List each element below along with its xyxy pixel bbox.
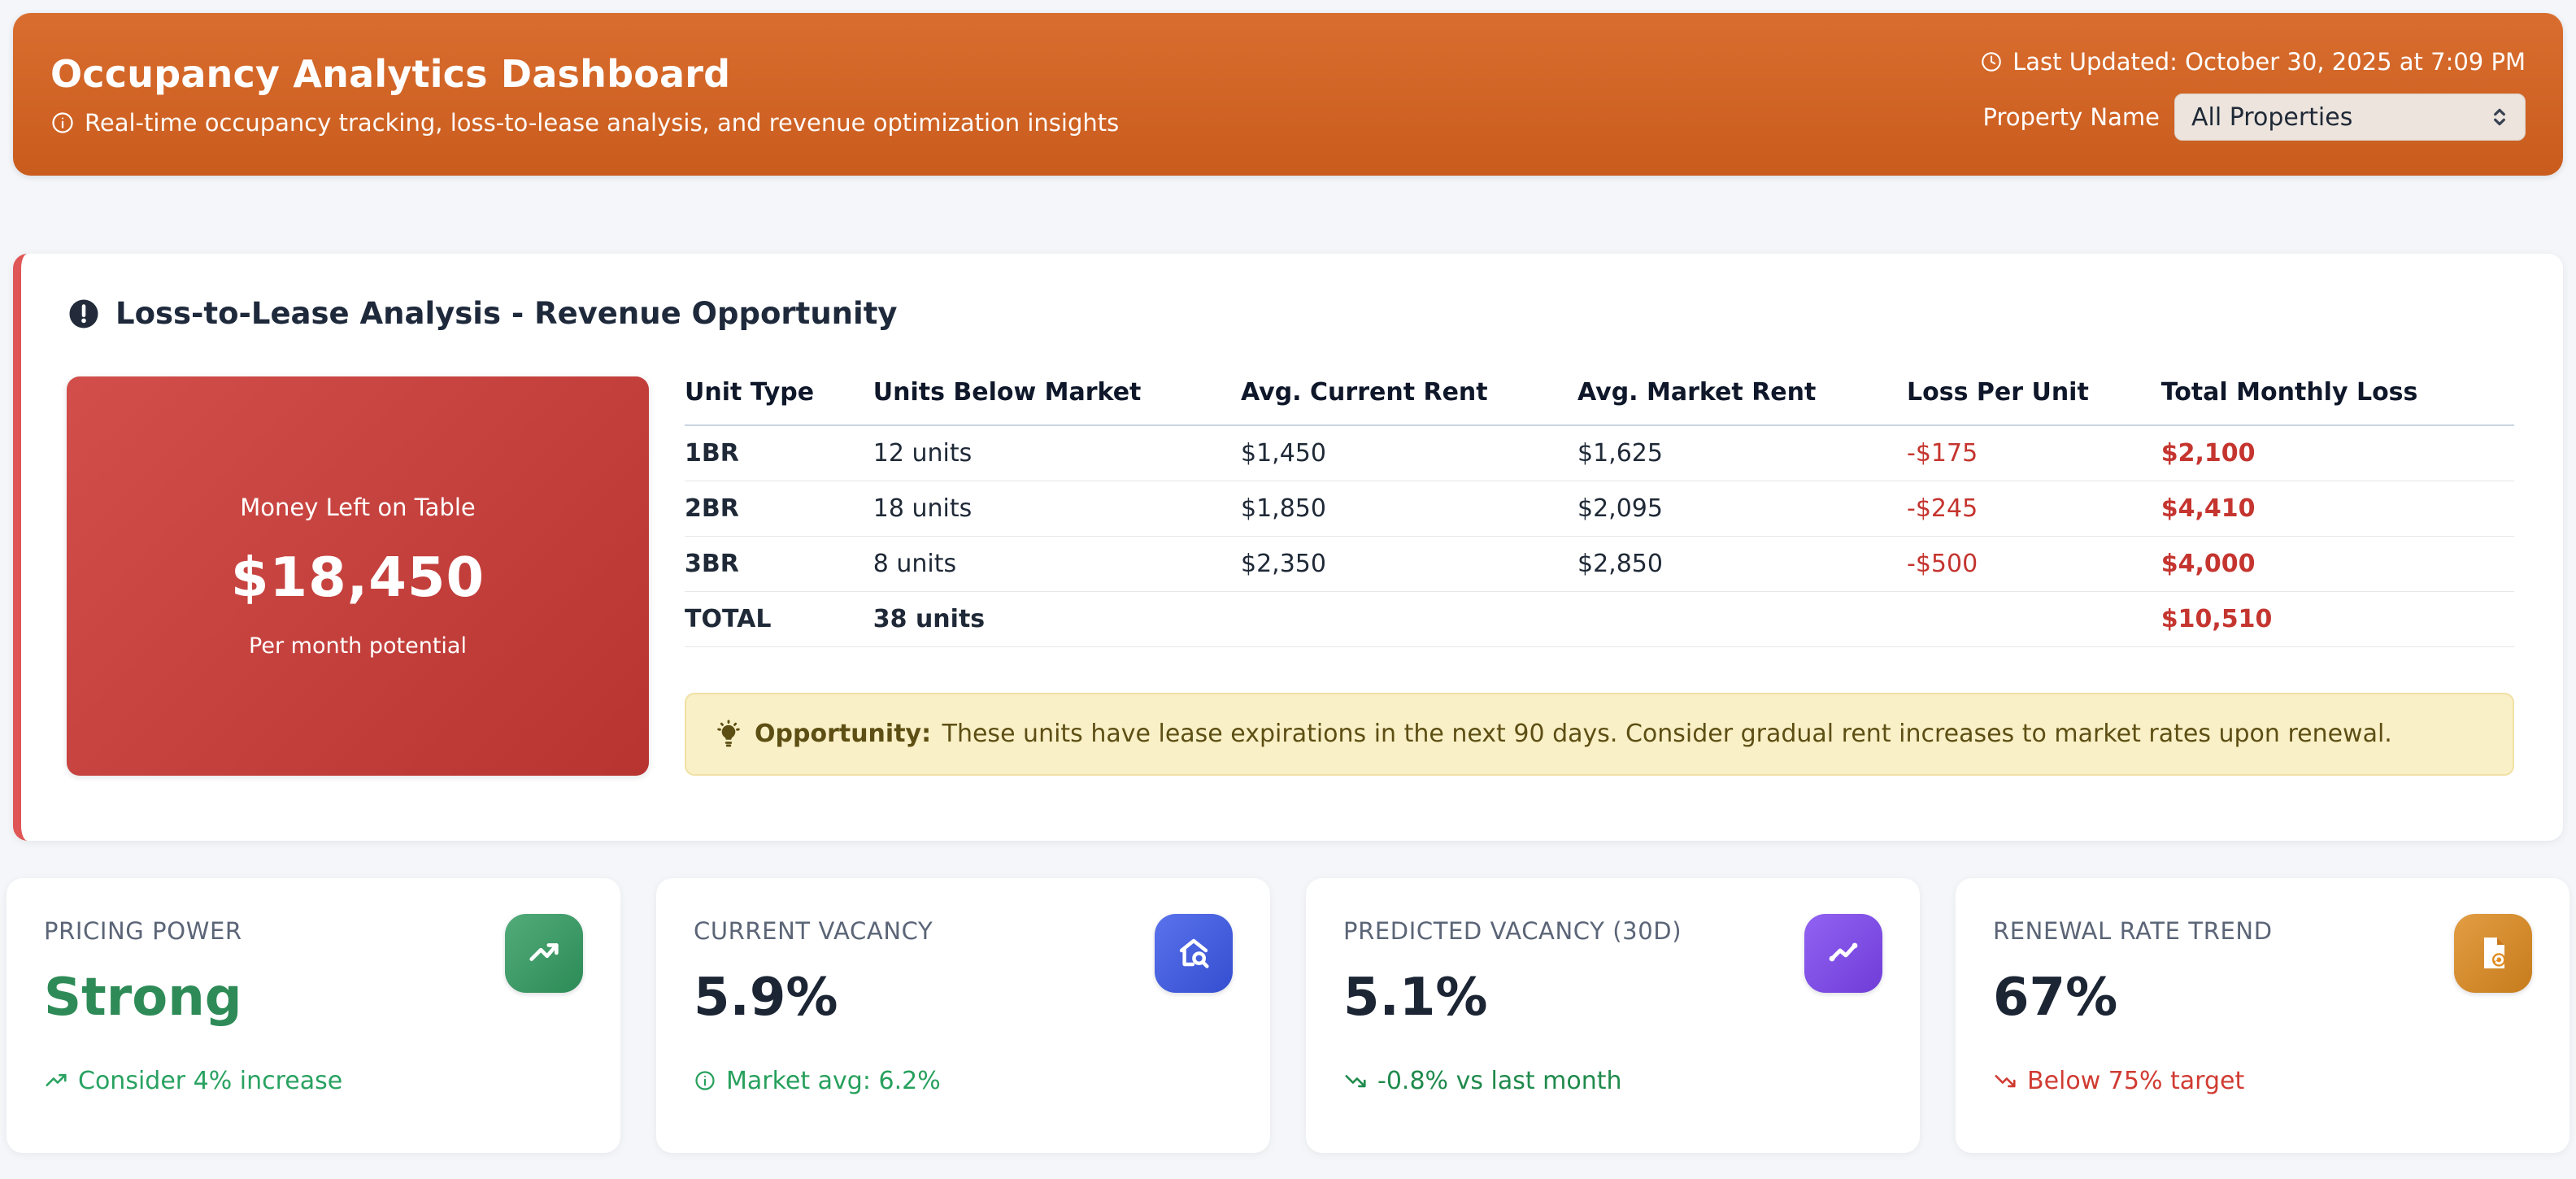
opportunity-banner: Opportunity: These units have lease expi… xyxy=(685,693,2514,776)
info-circle-icon xyxy=(694,1069,716,1092)
kpi-label: PREDICTED VACANCY (30D) xyxy=(1343,916,1682,945)
kpi-card-predicted-vacancy: PREDICTED VACANCY (30D) 5.1% -0.8% vs la… xyxy=(1306,877,1920,1153)
table-row: 2BR 18 units $1,850 $2,095 -$245 $4,410 xyxy=(685,481,2514,537)
page-title: Occupancy Analytics Dashboard xyxy=(50,52,731,96)
cell-units: 12 units xyxy=(872,425,1241,481)
kpi-value: 67% xyxy=(1993,967,2118,1028)
opportunity-text: Opportunity: These units have lease expi… xyxy=(755,719,2392,750)
cell-units: 38 units xyxy=(872,591,1241,647)
cell-market: $1,625 xyxy=(1577,425,1907,481)
property-name-label: Property Name xyxy=(1982,103,2160,131)
loss-to-lease-title-row: Loss-to-Lease Analysis - Revenue Opportu… xyxy=(67,296,2514,331)
opportunity-message: These units have lease expirations in th… xyxy=(942,720,2392,748)
property-select[interactable]: All Properties xyxy=(2174,94,2526,141)
header-right: Last Updated: October 30, 2025 at 7:09 P… xyxy=(1980,48,2526,141)
kpi-label: RENEWAL RATE TREND xyxy=(1993,916,2273,945)
col-unit-type: Unit Type xyxy=(685,376,873,426)
col-avg-market: Avg. Market Rent xyxy=(1577,376,1907,426)
kpi-subtext-label: Market avg: 6.2% xyxy=(726,1066,941,1095)
loss-to-lease-table: Unit Type Units Below Market Avg. Curren… xyxy=(685,376,2514,647)
info-icon xyxy=(50,111,75,135)
kpi-label: CURRENT VACANCY xyxy=(694,916,933,945)
lightbulb-icon xyxy=(714,720,743,749)
kpi-value: 5.1% xyxy=(1343,967,1488,1028)
kpi-subtext: Below 75% target xyxy=(1993,1067,2532,1095)
cell-loss xyxy=(1907,591,2161,647)
property-filter-row: Property Name All Properties xyxy=(1983,94,2526,141)
property-select-wrap: All Properties xyxy=(2174,94,2526,141)
money-card-sublabel: Per month potential xyxy=(249,633,467,659)
kpi-grid: PRICING POWER Strong Consider 4% increas… xyxy=(7,877,2569,1153)
col-total-loss: Total Monthly Loss xyxy=(2160,376,2514,426)
last-updated-text: Last Updated: October 30, 2025 at 7:09 P… xyxy=(2012,48,2526,76)
cell-market: $2,850 xyxy=(1577,536,1907,592)
document-refresh-icon xyxy=(2454,913,2532,993)
kpi-value: Strong xyxy=(44,967,242,1028)
alert-circle-icon xyxy=(67,297,101,331)
header-left: Occupancy Analytics Dashboard Real-time … xyxy=(50,52,1119,137)
col-avg-current: Avg. Current Rent xyxy=(1241,376,1577,426)
cell-market: $2,095 xyxy=(1577,481,1907,537)
kpi-card-pricing-power: PRICING POWER Strong Consider 4% increas… xyxy=(7,877,620,1153)
cell-total-loss: $2,100 xyxy=(2160,425,2514,481)
cell-units: 18 units xyxy=(872,481,1241,537)
kpi-value: 5.9% xyxy=(694,967,838,1028)
cell-units: 8 units xyxy=(872,536,1241,592)
cell-loss: -$245 xyxy=(1907,481,2161,537)
last-updated: Last Updated: October 30, 2025 at 7:09 P… xyxy=(1980,48,2526,76)
col-units-below: Units Below Market xyxy=(872,376,1241,426)
cell-unit-type: 3BR xyxy=(685,536,873,592)
cell-loss: -$175 xyxy=(1907,425,2161,481)
money-card-value: $18,450 xyxy=(230,545,485,609)
kpi-subtext: -0.8% vs last month xyxy=(1343,1067,1882,1095)
chart-up-icon xyxy=(505,913,583,993)
cell-unit-type: 1BR xyxy=(685,425,873,481)
kpi-subtext: Market avg: 6.2% xyxy=(694,1067,1233,1095)
page-subtitle: Real-time occupancy tracking, loss-to-le… xyxy=(85,109,1120,137)
opportunity-label: Opportunity: xyxy=(755,720,932,748)
kpi-subtext: Consider 4% increase xyxy=(44,1067,583,1095)
cell-current xyxy=(1241,591,1577,647)
cell-market xyxy=(1577,591,1907,647)
cell-unit-type: TOTAL xyxy=(685,591,873,647)
loss-table-column: Unit Type Units Below Market Avg. Curren… xyxy=(685,376,2514,776)
kpi-card-renewal-rate: RENEWAL RATE TREND 67% Below 75% target xyxy=(1956,877,2569,1153)
table-header-row: Unit Type Units Below Market Avg. Curren… xyxy=(685,376,2514,426)
loss-to-lease-card: Loss-to-Lease Analysis - Revenue Opportu… xyxy=(13,254,2563,841)
col-loss-per-unit: Loss Per Unit xyxy=(1907,376,2161,426)
cell-current: $2,350 xyxy=(1241,536,1577,592)
kpi-card-current-vacancy: CURRENT VACANCY 5.9% Market avg: 6.2% xyxy=(656,877,1270,1153)
loss-to-lease-title: Loss-to-Lease Analysis - Revenue Opportu… xyxy=(115,296,898,331)
kpi-subtext-label: Below 75% target xyxy=(2027,1066,2245,1095)
kpi-subtext-label: -0.8% vs last month xyxy=(1377,1066,1622,1095)
page-subtitle-row: Real-time occupancy tracking, loss-to-le… xyxy=(50,109,1119,137)
money-left-card: Money Left on Table $18,450 Per month po… xyxy=(67,376,649,776)
table-total-row: TOTAL 38 units $10,510 xyxy=(685,591,2514,647)
kpi-label: PRICING POWER xyxy=(44,916,242,945)
table-row: 1BR 12 units $1,450 $1,625 -$175 $2,100 xyxy=(685,425,2514,481)
cell-current: $1,450 xyxy=(1241,425,1577,481)
header-banner: Occupancy Analytics Dashboard Real-time … xyxy=(13,13,2563,176)
trend-line-icon xyxy=(1804,913,1882,993)
cell-current: $1,850 xyxy=(1241,481,1577,537)
cell-total-loss: $4,000 xyxy=(2160,536,2514,592)
clock-icon xyxy=(1980,50,2003,73)
cell-unit-type: 2BR xyxy=(685,481,873,537)
trending-up-icon xyxy=(44,1068,68,1093)
loss-to-lease-body: Money Left on Table $18,450 Per month po… xyxy=(67,376,2514,776)
trending-down-icon xyxy=(1343,1068,1368,1093)
table-row: 3BR 8 units $2,350 $2,850 -$500 $4,000 xyxy=(685,536,2514,592)
trending-down-icon xyxy=(1993,1068,2017,1093)
money-card-label: Money Left on Table xyxy=(240,493,476,521)
cell-total-loss: $4,410 xyxy=(2160,481,2514,537)
cell-total-loss: $10,510 xyxy=(2160,591,2514,647)
cell-loss: -$500 xyxy=(1907,536,2161,592)
house-search-icon xyxy=(1155,913,1233,993)
kpi-subtext-label: Consider 4% increase xyxy=(78,1066,343,1095)
